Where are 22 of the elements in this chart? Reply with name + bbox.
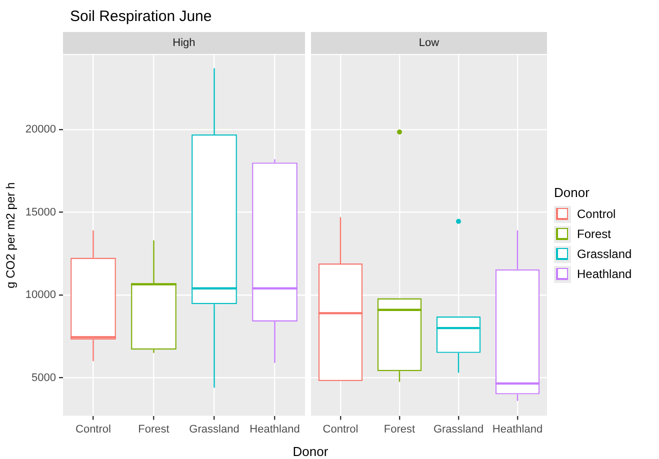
y-tick-label: 15000 (25, 206, 56, 218)
y-axis-title: g CO2 per m2 per h (4, 182, 18, 288)
y-tick-label: 5000 (32, 372, 56, 384)
legend-label: Grassland (577, 247, 632, 261)
legend-label: Heathland (577, 267, 632, 281)
x-tick-label: Control (322, 423, 358, 436)
legend-title: Donor (554, 185, 590, 200)
x-axis-title: Donor (292, 444, 330, 459)
y-tick-label: 10000 (25, 289, 56, 302)
x-tick-label: Heathland (492, 423, 543, 436)
x-tick-label: Grassland (189, 423, 240, 436)
chart-title: Soil Respiration June (70, 8, 212, 25)
x-tick-label: Heathland (250, 423, 300, 436)
legend-label: Control (577, 207, 616, 221)
chart-subtitle: Low (311, 32, 547, 54)
y-tick-label: 20000 (25, 124, 56, 136)
x-tick-label: Forest (138, 423, 170, 436)
x-tick-label: Grassland (433, 423, 484, 436)
x-tick-label: Forest (384, 423, 416, 436)
legend-label: Forest (577, 227, 612, 241)
chart-subtitle: High (62, 32, 305, 54)
x-tick-label: Control (76, 423, 111, 436)
